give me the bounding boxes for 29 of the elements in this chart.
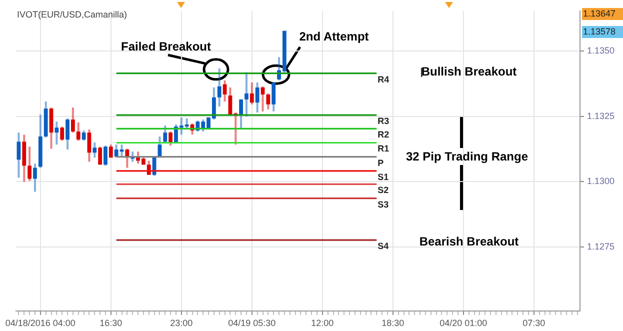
y-tick-label: 1.1350 bbox=[587, 46, 615, 56]
annotation: Bullish Breakout bbox=[421, 64, 517, 78]
series-label: R4 bbox=[378, 74, 390, 84]
series-label: S3 bbox=[378, 199, 389, 210]
x-tick-label: 12:00 bbox=[311, 318, 334, 328]
x-tick-label: 07:30 bbox=[522, 318, 546, 328]
y-tick-label: 1.1325 bbox=[587, 110, 615, 121]
annotation: Bearish Breakout bbox=[419, 234, 519, 248]
series-label: R2 bbox=[378, 130, 390, 140]
x-tick-label: 18:30 bbox=[382, 318, 404, 328]
annotation: Failed Breakout bbox=[120, 39, 212, 54]
x-tick-label: 04/20 01:00 bbox=[440, 318, 488, 328]
series-label: S1 bbox=[378, 172, 389, 182]
y-tick-label: 1.1275 bbox=[587, 241, 615, 252]
x-tick-label: 04/18/2016 04:00 bbox=[5, 318, 76, 328]
annotation: 32 Pip Trading Range bbox=[406, 149, 528, 164]
series-label: S4 bbox=[378, 241, 389, 252]
series-label: S2 bbox=[378, 185, 389, 196]
series-label: P bbox=[378, 158, 384, 168]
x-tick-label: 04/19 05:30 bbox=[228, 318, 276, 328]
series-label: R1 bbox=[378, 144, 390, 154]
annotation: 2nd Attempt bbox=[299, 29, 369, 44]
x-tick-label: 16:30 bbox=[100, 318, 122, 328]
chart-title: IVOT(EUR/USD,Camanilla) bbox=[17, 9, 128, 20]
text: 1.13647 bbox=[583, 8, 616, 18]
y-tick-label: 1.1300 bbox=[587, 176, 615, 186]
text: 1.13578 bbox=[583, 26, 616, 36]
x-tick-label: 23:00 bbox=[170, 318, 193, 328]
series-label: R3 bbox=[378, 116, 390, 126]
